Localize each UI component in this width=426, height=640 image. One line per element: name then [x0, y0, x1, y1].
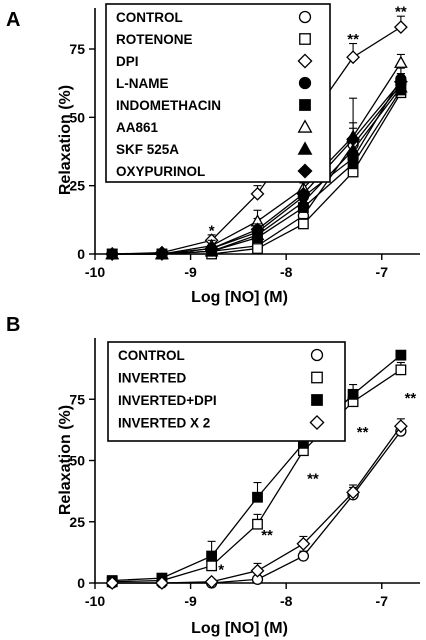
- panel-a-legend-label: INDOMETHACIN: [116, 98, 221, 113]
- panel-b-legend-marker: [311, 394, 323, 406]
- panel-b-data-point: [297, 550, 310, 562]
- panel-a-x-tick-label: -9: [184, 264, 197, 280]
- panel-b-legend-marker: [309, 414, 325, 431]
- panel-b-data-point: [250, 563, 265, 578]
- panel-b-series-line: [112, 430, 402, 584]
- panel-b-data-point: [296, 536, 311, 551]
- panel-b-y-tick-label: 75: [69, 391, 85, 407]
- panel-b-x-tick-label: -8: [280, 593, 293, 609]
- panel-b-legend: CONTROL INVERTED INVERTED+DPI INVERTED X 2: [107, 341, 346, 442]
- panel-a-data-point: [346, 143, 360, 156]
- panel-a-legend: CONTROL ROTENONE DPI L-NAME INDOMETHACIN AA86…: [105, 3, 331, 183]
- panel-b-data-point: [105, 576, 120, 590]
- panel-a-significance-mark: **: [347, 31, 359, 48]
- panel-a-legend-marker: [299, 99, 311, 111]
- panel-b-data-point: [204, 574, 219, 589]
- panel-a-data-point: [204, 241, 219, 256]
- panel-b-data-point: [154, 576, 169, 590]
- panel-b-data-point: [395, 349, 407, 361]
- panel-a-x-axis-title: Log [NO] (M): [191, 289, 288, 306]
- panel-a-data-point: [296, 186, 311, 201]
- panel-a-legend-marker: [298, 10, 312, 24]
- panel-a-data-point: [250, 186, 265, 201]
- panel-b-legend-label: INVERTED X 2: [118, 416, 210, 431]
- panel-a-legend-marker: [298, 76, 312, 90]
- panel-a-y-axis-title: Relaxation (%): [57, 85, 74, 195]
- panel-a-data-point: [393, 20, 408, 35]
- panel-b-x-tick-label: -7: [376, 593, 389, 609]
- panel-a-legend-label: CONTROL: [116, 10, 183, 25]
- panel-a-data-point: [346, 132, 361, 147]
- panel-a-significance-mark: **: [395, 4, 407, 21]
- panel-b-significance-mark: *: [218, 561, 224, 578]
- panel-b-letter: B: [6, 314, 20, 336]
- panel-a-legend-marker: [297, 163, 313, 179]
- panel-a-data-point: [250, 222, 265, 237]
- panel-a-legend-marker: [299, 33, 311, 45]
- panel-b-legend-label: INVERTED+DPI: [118, 393, 217, 408]
- panel-b-data-point: [252, 491, 263, 503]
- panel-b-x-tick-label: -9: [184, 593, 197, 609]
- panel-b-x-axis-title: Log [NO] (M): [191, 620, 288, 637]
- panel-a-data-point: [252, 243, 263, 254]
- panel-a-x-tick-label: -8: [280, 264, 293, 280]
- panel-a-data-point: [393, 74, 408, 89]
- panel-a-y-tick-label: 50: [69, 109, 85, 125]
- panel-b-legend-marker: [311, 371, 323, 384]
- panel-a-legend-label: SKF 525A: [116, 142, 179, 157]
- panel-a-significance-mark: *: [209, 222, 215, 239]
- panel-b-series-4: [105, 418, 408, 590]
- panel-b-significance-mark: **: [261, 527, 273, 544]
- panel-b-data-point: [252, 518, 263, 530]
- panel-a-data-point: [346, 50, 361, 65]
- panel-a-legend-label: L-NAME: [116, 76, 169, 91]
- panel-a-y-tick-label: 75: [69, 41, 85, 57]
- panel-a-data-point: [297, 218, 309, 230]
- panel-a-y-tick-label: 0: [77, 246, 85, 262]
- panel-b-y-tick-label: 50: [69, 453, 85, 469]
- panel-b-data-point: [395, 364, 407, 376]
- panel-a-letter: A: [6, 9, 20, 31]
- panel-a-series-8: [105, 73, 408, 261]
- panel-a-data-point: [394, 55, 408, 68]
- panel-b-data-point: [346, 485, 361, 500]
- panel-a-x-tick-label: -10: [85, 264, 105, 280]
- panel-b-legend-label: CONTROL: [118, 348, 185, 363]
- panel-b-data-point: [206, 550, 218, 562]
- panel-a-legend-marker: [297, 141, 313, 155]
- panel-a-y-tick-label: 25: [69, 178, 85, 194]
- panel-a-legend-box: [105, 3, 331, 183]
- panel-b-data-point: [393, 419, 408, 434]
- panel-b-legend-box: [107, 341, 346, 442]
- panel-a-data-point: [105, 247, 120, 261]
- panel-b: B -10 -9 -8 -7 0 25 50 75 Log [NO] (M) Relaxation…: [6, 314, 420, 637]
- panel-a-legend-marker: [297, 119, 313, 133]
- panel-a-data-point: [296, 194, 311, 208]
- panel-b-y-tick-label: 0: [77, 575, 85, 591]
- panel-a: A -10 -9 -8 -7 0 25 50 75 Log [NO] (M) Relaxation…: [6, 3, 420, 306]
- panel-b-significance-mark: **: [307, 471, 319, 488]
- panel-b-legend-marker: [310, 348, 324, 362]
- panel-b-y-tick-label: 25: [69, 514, 85, 530]
- panel-b-data-point: [347, 388, 359, 400]
- panel-b-series-line: [112, 425, 402, 584]
- panel-a-data-point: [154, 247, 169, 261]
- panel-b-x-tick-label: -10: [85, 593, 105, 609]
- panel-a-legend-marker: [297, 53, 313, 69]
- panel-b-significance-mark: **: [357, 424, 369, 441]
- panel-a-legend-label: DPI: [116, 54, 139, 69]
- panel-b-significance-mark: **: [405, 390, 417, 407]
- panel-a-x-tick-label: -7: [376, 264, 389, 280]
- panel-a-legend-label: OXYPURINOL: [116, 164, 205, 179]
- panel-a-data-point: [347, 158, 359, 170]
- panel-a-legend-label: AA861: [116, 120, 159, 135]
- panel-b-data-point: [206, 560, 218, 572]
- panel-b-y-axis-title: Relaxation (%): [57, 405, 74, 515]
- panel-b-legend-label: INVERTED: [118, 371, 187, 386]
- panel-a-legend-label: ROTENONE: [116, 32, 193, 47]
